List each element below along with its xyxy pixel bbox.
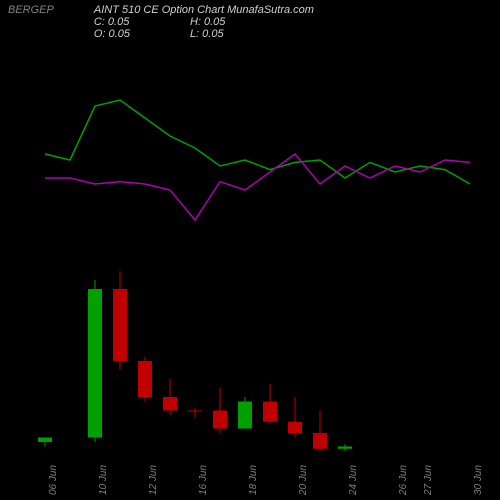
indicator-line-1 [45, 100, 470, 184]
ohlc-low: L: 0.05 [190, 28, 225, 40]
candle-body [163, 397, 177, 411]
indicator-line-2 [45, 154, 470, 220]
x-axis-label: 27 Jun [423, 465, 434, 495]
candle-body [88, 289, 102, 438]
x-axis-label: 26 Jun [398, 465, 409, 495]
x-axis-label: 12 Jun [148, 465, 159, 495]
x-axis-label: 18 Jun [248, 465, 259, 495]
candle-body [288, 422, 302, 433]
candle-body [338, 447, 352, 449]
candle-body [138, 361, 152, 397]
x-axis-labels: 06 Jun 10 Jun 12 Jun 16 Jun 18 Jun 20 Jun 24 J… [0, 460, 500, 500]
candle-body [38, 438, 52, 443]
candle-body [263, 402, 277, 422]
x-axis-label: 06 Jun [48, 465, 59, 495]
x-axis-label: 30 Jun [473, 465, 484, 495]
ohlc-close: C: 0.05 [94, 16, 130, 28]
candle-body [188, 411, 202, 412]
ohlc-row: C: 0.05 O: 0.05 H: 0.05 L: 0.05 [94, 16, 314, 40]
chart-header: BERGEP AINT 510 CE Option Chart MunafaSu… [0, 0, 500, 44]
ticker-symbol: BERGEP [8, 4, 54, 40]
x-axis-label: 16 Jun [198, 465, 209, 495]
chart-title: AINT 510 CE Option Chart MunafaSutra.com [94, 4, 314, 16]
candle-body [113, 289, 127, 361]
candle-body [313, 433, 327, 449]
candle-body [213, 411, 227, 429]
chart-area [0, 40, 500, 460]
x-axis-label: 24 Jun [348, 465, 359, 495]
candle-body [238, 402, 252, 429]
title-block: AINT 510 CE Option Chart MunafaSutra.com… [94, 4, 314, 40]
ohlc-open: O: 0.05 [94, 28, 130, 40]
x-axis-label: 20 Jun [298, 465, 309, 495]
x-axis-label: 10 Jun [98, 465, 109, 495]
chart-svg [0, 40, 500, 460]
ohlc-high: H: 0.05 [190, 16, 225, 28]
